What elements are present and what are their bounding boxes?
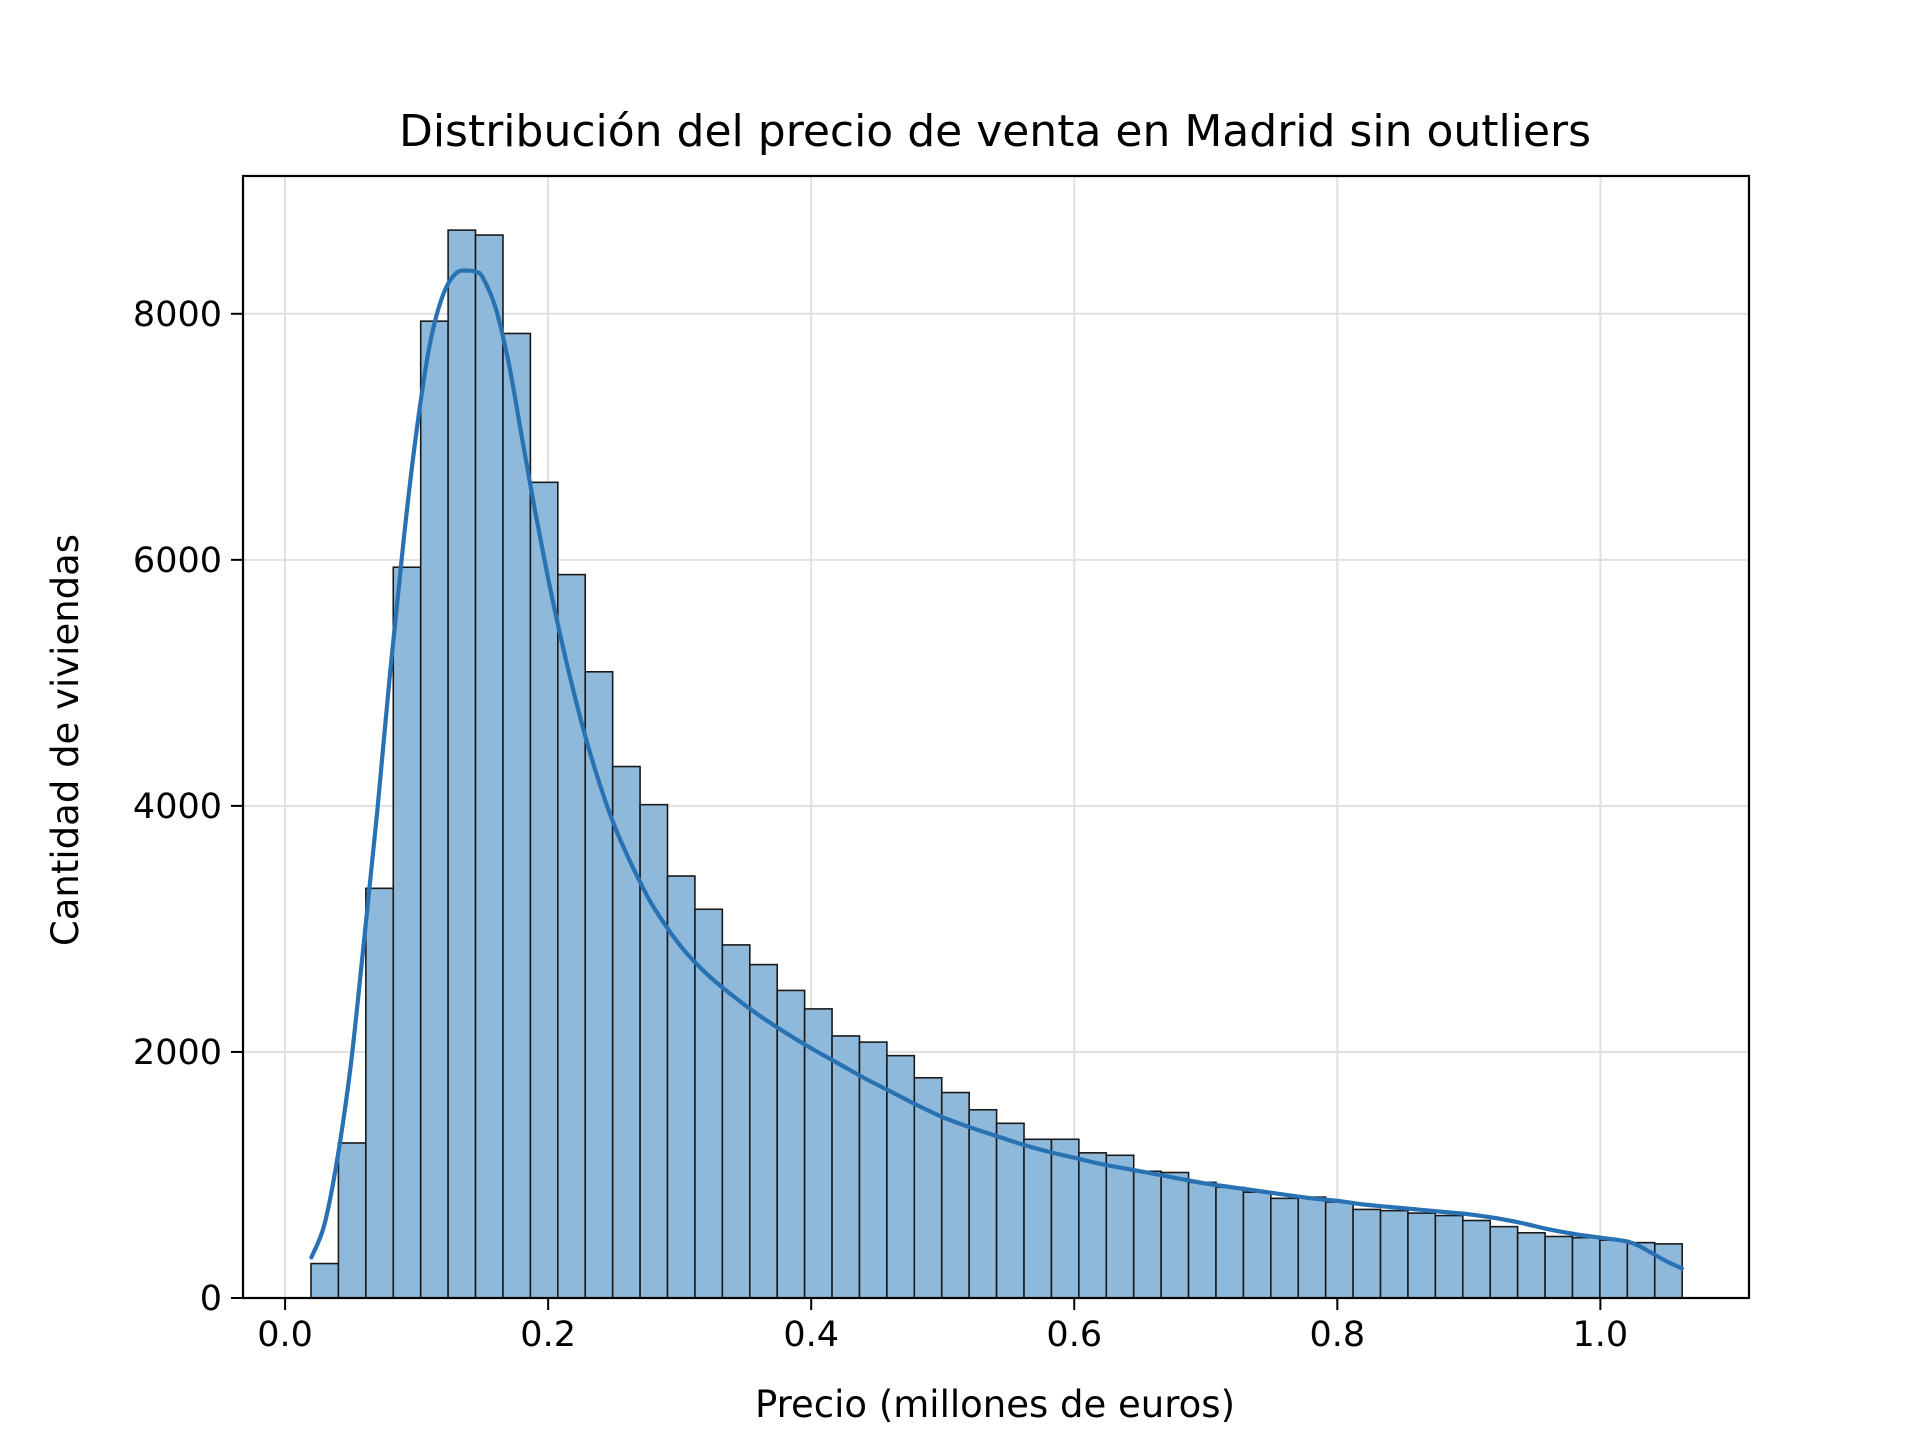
histogram-bar	[392, 566, 422, 1299]
x-tick-label: 0.8	[1309, 1315, 1365, 1355]
plot-frame	[241, 174, 1751, 1300]
x-tick-label: 0.2	[520, 1315, 576, 1355]
y-tick-label: 6000	[133, 541, 222, 581]
histogram-bar	[419, 320, 449, 1299]
histogram-bar	[1187, 1181, 1217, 1299]
histogram-bar	[1571, 1236, 1601, 1299]
histogram-bar	[1132, 1170, 1162, 1299]
y-tick-label: 2000	[133, 1033, 222, 1073]
histogram-bar	[1023, 1138, 1053, 1299]
histogram-bar	[1105, 1154, 1135, 1299]
histogram-bar	[1078, 1152, 1108, 1299]
histogram-bar	[1379, 1209, 1409, 1299]
histogram-bar	[1160, 1171, 1190, 1299]
y-axis-label: Cantidad de viviendas	[44, 534, 87, 946]
histogram-bar	[1461, 1219, 1492, 1299]
x-tick-label: 0.4	[783, 1315, 839, 1355]
histogram-bar	[474, 234, 504, 1299]
y-tick-label: 8000	[133, 295, 222, 335]
histogram-bar	[639, 803, 669, 1299]
histogram-bar	[1215, 1186, 1245, 1299]
x-tick-label: 0.6	[1046, 1315, 1102, 1355]
histogram-bar	[584, 670, 614, 1299]
histogram-bar	[666, 875, 696, 1299]
histogram-bar	[447, 229, 477, 1299]
histogram-bar	[1489, 1225, 1519, 1299]
kde-curve	[309, 268, 1684, 1271]
histogram-bar	[502, 332, 532, 1299]
histogram-bar	[995, 1122, 1025, 1299]
histogram-bar	[1242, 1191, 1272, 1299]
histogram-bar	[557, 573, 587, 1299]
histogram-bar	[1270, 1197, 1300, 1299]
y-axis-ticks: 0 2000 4000 6000 8000	[133, 295, 243, 1319]
histogram-bar	[365, 887, 395, 1299]
histogram-bar	[611, 765, 641, 1299]
histogram-bar	[337, 1142, 367, 1299]
histogram-bar	[310, 1262, 340, 1299]
chart-title: Distribución del precio de venta en Madr…	[399, 106, 1591, 157]
x-tick-label: 1.0	[1573, 1315, 1629, 1355]
histogram-bar	[968, 1108, 998, 1299]
histogram-bar	[1297, 1196, 1327, 1299]
histogram-bar	[1407, 1212, 1437, 1299]
histogram-bar	[1050, 1138, 1080, 1299]
histogram-bars	[310, 229, 1683, 1299]
x-tick-label: 0.0	[257, 1315, 313, 1355]
y-tick-label: 0	[200, 1279, 222, 1319]
histogram-bar	[1434, 1214, 1464, 1299]
histogram-bar	[1324, 1201, 1354, 1299]
histogram-bar	[694, 908, 724, 1299]
kde-curve-group	[309, 268, 1684, 1271]
histogram-bar	[1626, 1241, 1656, 1299]
histogram-bar	[1352, 1208, 1382, 1299]
y-tick-label: 4000	[133, 787, 222, 827]
x-axis-ticks: 0.0 0.2 0.4 0.6 0.8 1.0	[257, 1298, 1628, 1355]
x-axis-label: Precio (millones de euros)	[755, 1383, 1235, 1426]
histogram-bar	[858, 1041, 888, 1299]
histogram-bar	[1516, 1231, 1546, 1299]
histogram-bar	[1653, 1243, 1683, 1299]
histogram-bar	[748, 963, 779, 1299]
histogram-bar	[1599, 1239, 1629, 1299]
histogram-bar	[1544, 1235, 1574, 1299]
